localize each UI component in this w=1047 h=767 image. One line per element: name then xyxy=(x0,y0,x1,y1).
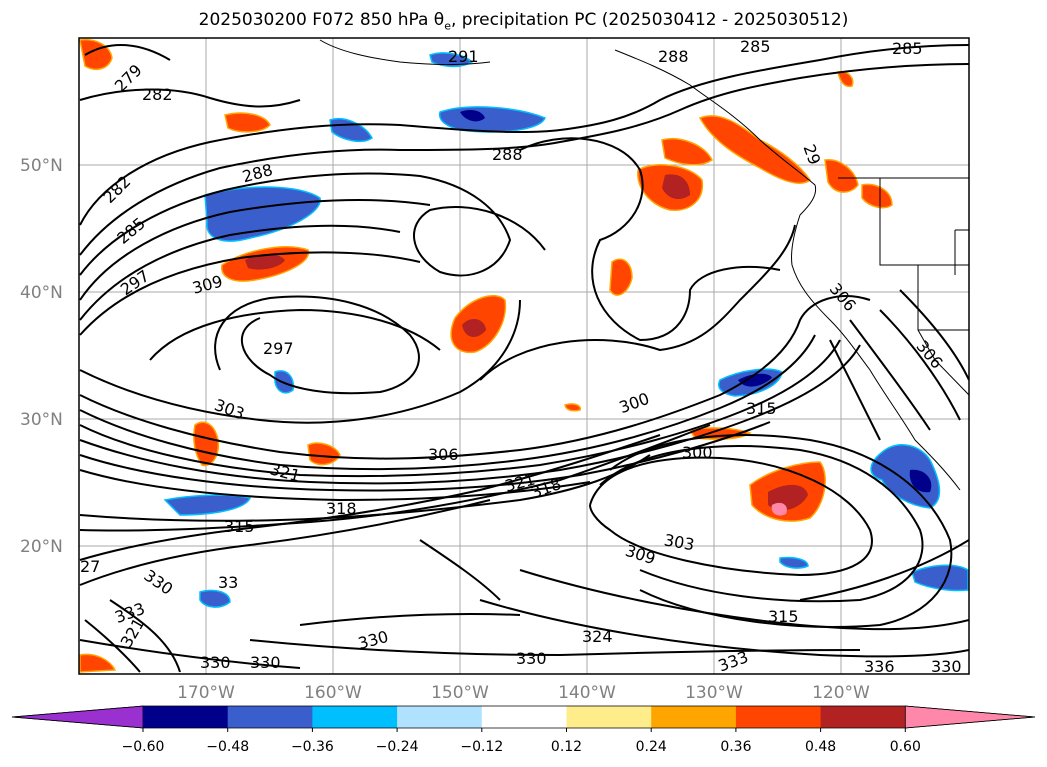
svg-text:285: 285 xyxy=(892,39,923,58)
svg-text:324: 324 xyxy=(582,627,613,646)
svg-text:285: 285 xyxy=(740,37,771,56)
colorbar-segment xyxy=(481,706,567,728)
svg-text:336: 336 xyxy=(864,657,895,676)
graticule xyxy=(79,38,969,674)
colorbar-segment xyxy=(651,706,737,728)
lat-label: 40°N xyxy=(20,283,63,303)
colorbar-extend-low xyxy=(11,705,144,729)
lon-label: 160°W xyxy=(304,683,362,703)
colorbar-segment xyxy=(735,706,822,728)
svg-text:315: 315 xyxy=(224,517,255,536)
svg-text:282: 282 xyxy=(142,85,173,104)
svg-text:315: 315 xyxy=(768,607,799,626)
colorbar-segment xyxy=(397,706,483,728)
lon-label: 140°W xyxy=(558,683,616,703)
theta-e-contours xyxy=(79,44,969,673)
colorbar-segment xyxy=(566,706,652,728)
coastlines xyxy=(319,39,969,491)
map-content: 291 288 285 279 282 288 29 282 288 285 2… xyxy=(79,37,969,676)
colorbar-segment xyxy=(820,706,906,728)
svg-text:297: 297 xyxy=(263,339,294,358)
svg-text:33: 33 xyxy=(218,573,238,592)
colorbar-tick-label: 0.60 xyxy=(890,739,921,755)
colorbar-tick-label: 0.48 xyxy=(805,739,836,755)
colorbar-tick-label: 0.24 xyxy=(636,739,667,755)
colorbar-segment xyxy=(312,706,398,728)
lat-label: 20°N xyxy=(20,537,63,557)
colorbar-segment xyxy=(227,706,313,728)
colorbar-tick-label: −0.36 xyxy=(291,739,334,755)
map-title: 2025030200 F072 850 hPa θe, precipitatio… xyxy=(198,10,849,33)
svg-text:330: 330 xyxy=(516,649,547,668)
svg-text:315: 315 xyxy=(746,399,777,418)
title-text: 2025030200 F072 850 hPa θ xyxy=(198,10,445,30)
colorbar-extend-high xyxy=(904,705,1036,729)
lon-label: 130°W xyxy=(685,683,743,703)
map-frame xyxy=(78,37,970,675)
colorbar-segment xyxy=(143,706,229,728)
lon-label: 170°W xyxy=(177,683,235,703)
colorbar-tick-label: 0.36 xyxy=(720,739,751,755)
colorbar-tick-label: −0.48 xyxy=(206,739,249,755)
svg-text:288: 288 xyxy=(658,47,689,66)
lon-label: 150°W xyxy=(431,683,489,703)
svg-text:288: 288 xyxy=(492,145,523,164)
lon-label: 120°W xyxy=(812,683,870,703)
svg-text:330: 330 xyxy=(931,657,962,676)
svg-text:330: 330 xyxy=(200,653,231,672)
colorbar-tick-label: −0.12 xyxy=(460,739,503,755)
svg-text:306: 306 xyxy=(428,445,459,464)
svg-text:300: 300 xyxy=(682,443,713,462)
colorbar-tick-label: −0.60 xyxy=(122,739,165,755)
svg-text:330: 330 xyxy=(250,653,281,672)
precip-shading xyxy=(79,38,969,673)
longitude-labels: 170°W 160°W 150°W 140°W 130°W 120°W xyxy=(177,683,870,703)
colorbar-tick-label: −0.24 xyxy=(376,739,419,755)
latitude-labels: 50°N 40°N 30°N 20°N xyxy=(20,156,63,557)
map-background xyxy=(79,38,969,674)
lat-label: 50°N xyxy=(20,156,63,176)
lat-label: 30°N xyxy=(20,410,63,430)
colorbar-tick-label: 0.12 xyxy=(551,739,582,755)
svg-text:291: 291 xyxy=(448,47,479,66)
colorbar: −0.60 −0.48 −0.36 −0.24 −0.12 0.12 0.24 0.36 0.4… xyxy=(11,705,1036,755)
svg-text:27: 27 xyxy=(80,557,100,576)
svg-text:318: 318 xyxy=(326,499,357,518)
